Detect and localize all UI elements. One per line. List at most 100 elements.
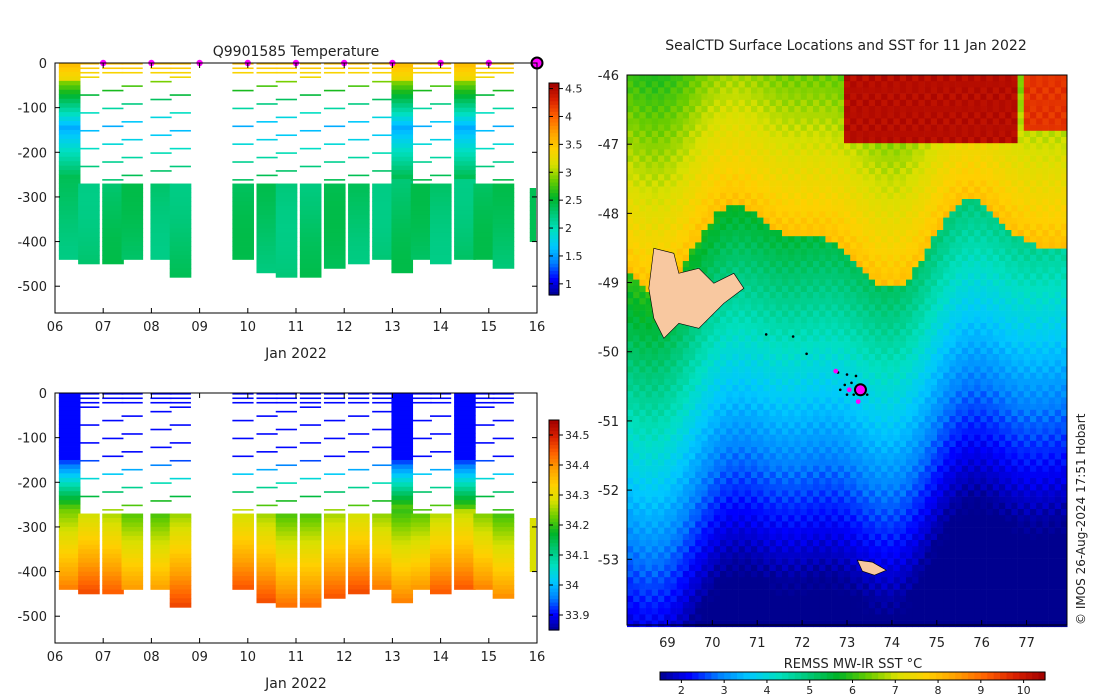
profile-cell — [232, 540, 254, 546]
sst-cell — [813, 329, 820, 336]
profile-cell — [150, 522, 173, 528]
sst-cell — [1011, 106, 1018, 113]
sst-cell — [837, 304, 845, 311]
sst-cell — [1005, 124, 1012, 132]
profile-line — [169, 67, 191, 70]
sst-cell — [633, 174, 640, 181]
sst-cell — [658, 81, 665, 88]
sst-cell — [918, 211, 925, 218]
profile-cell — [391, 446, 414, 452]
sst-cell — [968, 366, 975, 373]
colorbar-step — [549, 146, 559, 151]
profile-cell — [410, 540, 433, 546]
sst-cell — [899, 366, 907, 373]
sst-cell — [899, 285, 907, 293]
x-tick-label: 10 — [240, 650, 257, 665]
sst-cell — [751, 279, 758, 287]
sst-cell — [992, 223, 1000, 231]
sst-cell — [893, 341, 901, 349]
sst-cell — [794, 261, 801, 268]
sst-cell — [961, 174, 969, 181]
sst-cell — [633, 99, 640, 107]
sst-cell — [980, 285, 987, 293]
sst-cell — [1048, 372, 1056, 380]
profile-cell — [299, 250, 322, 256]
sst-cell — [999, 205, 1006, 212]
sst-cell — [850, 99, 857, 107]
sst-cell — [800, 354, 808, 361]
sst-cell — [676, 205, 684, 212]
sst-cell — [676, 242, 684, 249]
sst-cell — [937, 341, 944, 349]
sst-cell — [788, 217, 795, 225]
sst-cell — [670, 155, 677, 163]
sst-cell — [633, 242, 640, 249]
profile-cell — [169, 259, 192, 265]
sst-cell — [837, 168, 845, 175]
sst-cell — [881, 124, 888, 132]
colorbar-step — [549, 434, 559, 439]
sst-cell — [1023, 316, 1031, 324]
sst-cell — [1048, 310, 1056, 318]
profile-cell — [454, 71, 476, 77]
profile-cell — [429, 254, 452, 260]
profile-cell — [121, 219, 144, 225]
profile-cell — [391, 437, 414, 443]
sst-cell — [974, 174, 981, 181]
sst-cell — [999, 335, 1006, 342]
sst-cell — [689, 81, 696, 88]
sst-cell — [1011, 93, 1018, 101]
sst-cell — [986, 354, 994, 361]
sst-cell — [633, 366, 640, 373]
sst-cell — [918, 347, 925, 355]
sst-cell — [912, 285, 919, 293]
profile-cell — [169, 589, 192, 595]
sst-cell — [887, 378, 894, 386]
sst-cell — [912, 205, 919, 212]
profile-cell — [58, 94, 81, 100]
sst-cell — [1011, 279, 1018, 287]
sst-cell — [868, 112, 876, 119]
sst-cell — [794, 75, 801, 82]
sst-cell — [763, 199, 770, 206]
sst-cell — [819, 378, 826, 386]
sst-cell — [713, 217, 721, 225]
sst-cell — [906, 106, 913, 113]
sst-cell — [720, 236, 727, 243]
profile-cell — [454, 437, 476, 443]
sst-cell — [682, 205, 690, 212]
sst-cell — [856, 161, 863, 169]
sst-cell — [769, 180, 777, 187]
sst-cell — [695, 347, 702, 355]
sst-cell — [720, 211, 727, 218]
sst-cell — [862, 279, 870, 287]
sst-cell — [955, 304, 963, 311]
sst-cell — [992, 112, 1000, 119]
sst-cell — [937, 223, 944, 231]
sst-cell — [875, 316, 882, 324]
sst-cell — [775, 279, 783, 287]
sst-cell — [974, 273, 981, 280]
sst-cell — [1017, 335, 1025, 342]
sst-cell — [912, 174, 919, 181]
sst-cell — [670, 329, 677, 336]
sst-cell — [837, 118, 845, 125]
sst-cell — [943, 81, 950, 88]
profile-cell — [429, 522, 452, 528]
sst-cell — [763, 279, 770, 287]
sst-cell — [831, 186, 839, 194]
sst-cell — [720, 378, 727, 386]
sst-cell — [937, 304, 944, 311]
sst-cell — [701, 161, 708, 169]
sst-cell — [899, 236, 907, 243]
sst-cell — [943, 118, 950, 125]
profile-cell — [256, 567, 279, 572]
profile-cell — [275, 259, 298, 265]
sst-cell — [918, 124, 925, 132]
sst-cell — [676, 124, 684, 132]
sst-cell — [887, 99, 894, 107]
sst-cell — [658, 192, 665, 200]
profile-cell — [454, 161, 476, 167]
sst-cell — [689, 205, 696, 212]
sst-cell — [664, 186, 671, 194]
